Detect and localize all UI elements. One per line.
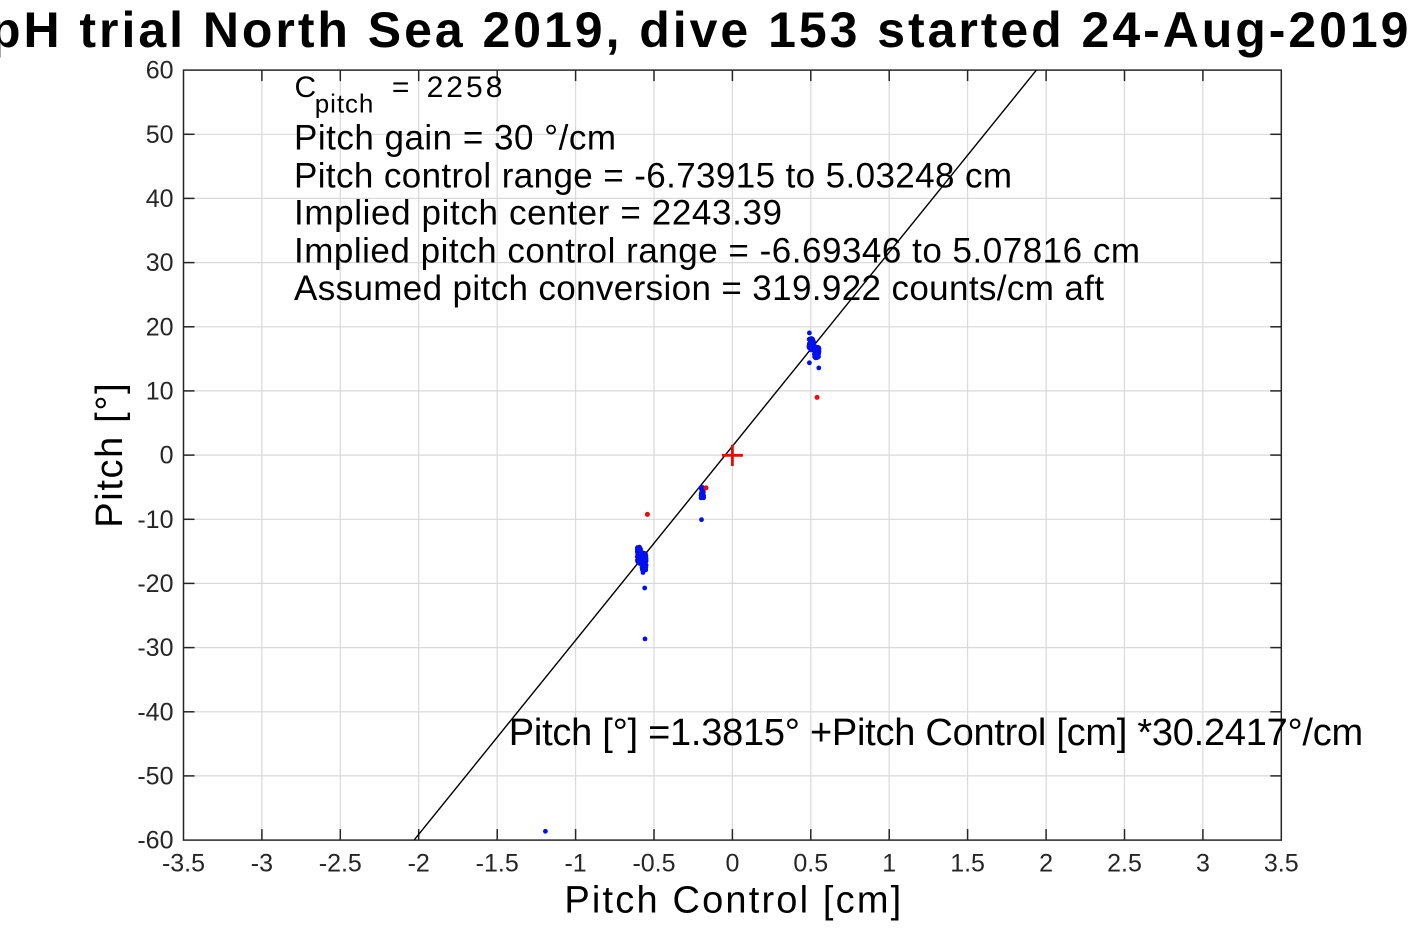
svg-text:30: 30 xyxy=(146,249,174,277)
svg-text:0: 0 xyxy=(725,849,739,877)
svg-text:-1.5: -1.5 xyxy=(476,849,519,877)
svg-text:-3.5: -3.5 xyxy=(162,849,205,877)
svg-text:Pitch control range = -6.73915: Pitch control range = -6.73915 to 5.0324… xyxy=(294,157,1012,196)
svg-text:0: 0 xyxy=(160,442,174,470)
svg-text:-0.5: -0.5 xyxy=(632,849,675,877)
svg-text:1.5: 1.5 xyxy=(950,849,985,877)
svg-text:Assumed pitch conversion = 319: Assumed pitch conversion = 319.922 count… xyxy=(294,269,1104,308)
svg-text:40: 40 xyxy=(146,185,174,213)
svg-text:-30: -30 xyxy=(137,634,173,662)
svg-text:-1: -1 xyxy=(564,849,586,877)
svg-text:Pitch gain = 30 °/cm: Pitch gain = 30 °/cm xyxy=(294,119,616,158)
svg-text:Implied pitch center = 2243.39: Implied pitch center = 2243.39 xyxy=(294,194,782,233)
svg-text:C: C xyxy=(295,71,317,104)
svg-text:-20: -20 xyxy=(137,570,173,598)
svg-text:-2.5: -2.5 xyxy=(319,849,362,877)
svg-text:-3: -3 xyxy=(251,849,273,877)
svg-text:Pitch Control [cm]: Pitch Control [cm] xyxy=(564,880,901,922)
svg-text:=: = xyxy=(392,71,410,104)
svg-text:2258: 2258 xyxy=(427,71,503,104)
svg-text:-2: -2 xyxy=(408,849,430,877)
svg-text:50: 50 xyxy=(146,121,174,149)
svg-text:60: 60 xyxy=(146,57,174,85)
svg-text:1: 1 xyxy=(882,849,896,877)
svg-text:-10: -10 xyxy=(137,506,173,534)
svg-text:2.5: 2.5 xyxy=(1107,849,1142,877)
svg-text:0.5: 0.5 xyxy=(793,849,828,877)
svg-text:2: 2 xyxy=(1039,849,1053,877)
svg-text:3: 3 xyxy=(1196,849,1210,877)
svg-text:10: 10 xyxy=(146,377,174,405)
svg-text:Implied pitch control range =: Implied pitch control range = -6.69346 t… xyxy=(294,231,1140,270)
svg-text:pitch: pitch xyxy=(315,88,374,118)
svg-text:3.5: 3.5 xyxy=(1264,849,1299,877)
svg-text:-40: -40 xyxy=(137,698,173,726)
svg-text:-60: -60 xyxy=(137,827,173,855)
svg-text:pH trial North Sea 2019, dive: pH trial North Sea 2019, dive 153 starte… xyxy=(0,2,1408,58)
svg-text:Pitch [°]: Pitch [°] xyxy=(89,383,131,528)
svg-text:20: 20 xyxy=(146,313,174,341)
svg-text:Pitch [°] =1.3815° +Pitch Cont: Pitch [°] =1.3815° +Pitch Control [cm] *… xyxy=(509,712,1363,754)
svg-text:-50: -50 xyxy=(137,762,173,790)
